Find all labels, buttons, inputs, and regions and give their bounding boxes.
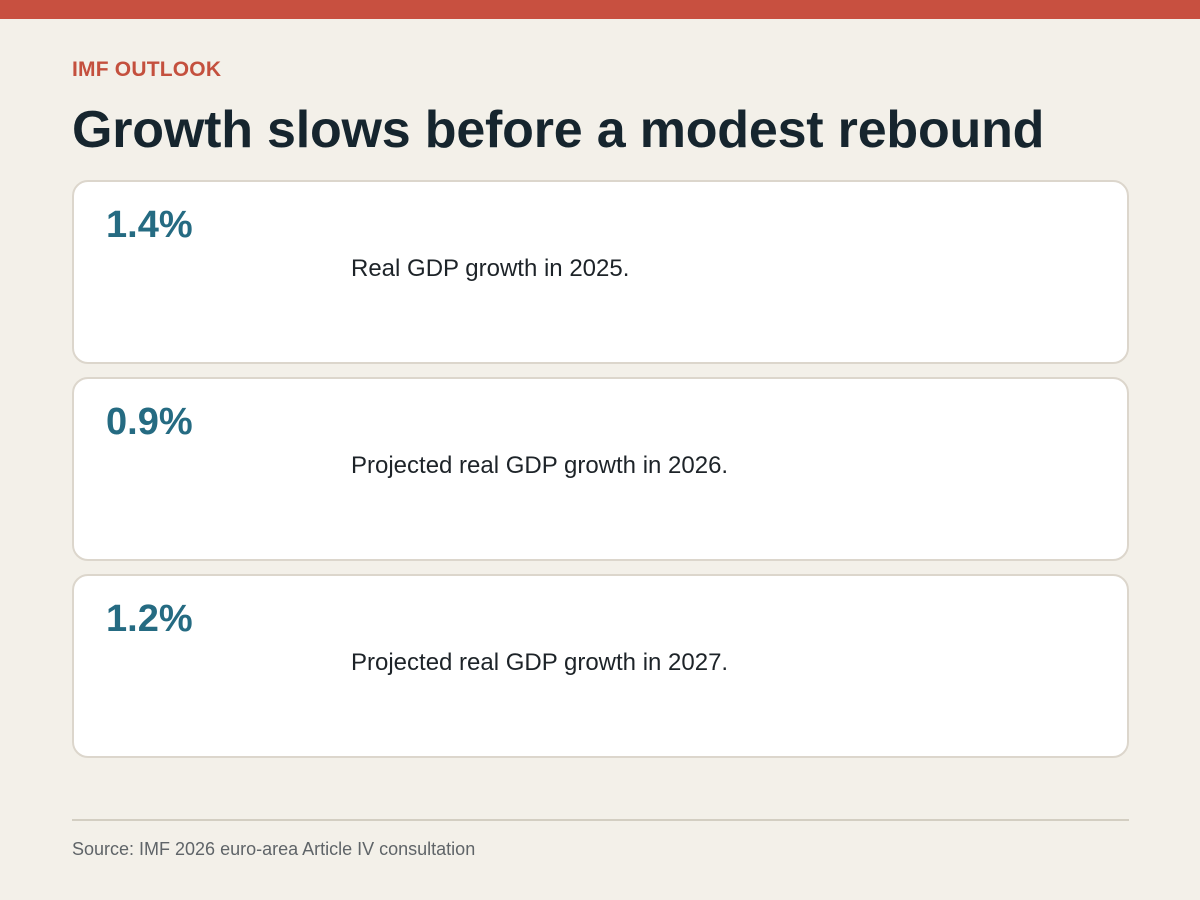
stat-description: Real GDP growth in 2025. xyxy=(351,255,630,282)
top-accent-bar xyxy=(0,0,1200,19)
footer-divider xyxy=(72,819,1129,821)
eyebrow-label: IMF OUTLOOK xyxy=(72,58,222,81)
stat-card-2026: 0.9% Projected real GDP growth in 2026. xyxy=(72,377,1129,561)
stat-description: Projected real GDP growth in 2027. xyxy=(351,649,729,676)
page-title: Growth slows before a modest rebound xyxy=(72,101,1045,159)
stat-card-2027: 1.2% Projected real GDP growth in 2027. xyxy=(72,574,1129,758)
stat-card-2025: 1.4% Real GDP growth in 2025. xyxy=(72,180,1129,364)
stat-value: 1.2% xyxy=(106,598,193,640)
stat-value: 1.4% xyxy=(106,204,193,246)
source-note: Source: IMF 2026 euro-area Article IV co… xyxy=(72,839,476,859)
stat-value: 0.9% xyxy=(106,401,193,443)
stat-description: Projected real GDP growth in 2026. xyxy=(351,452,729,479)
stat-cards: 1.4% Real GDP growth in 2025. 0.9% Proje… xyxy=(72,180,1129,771)
